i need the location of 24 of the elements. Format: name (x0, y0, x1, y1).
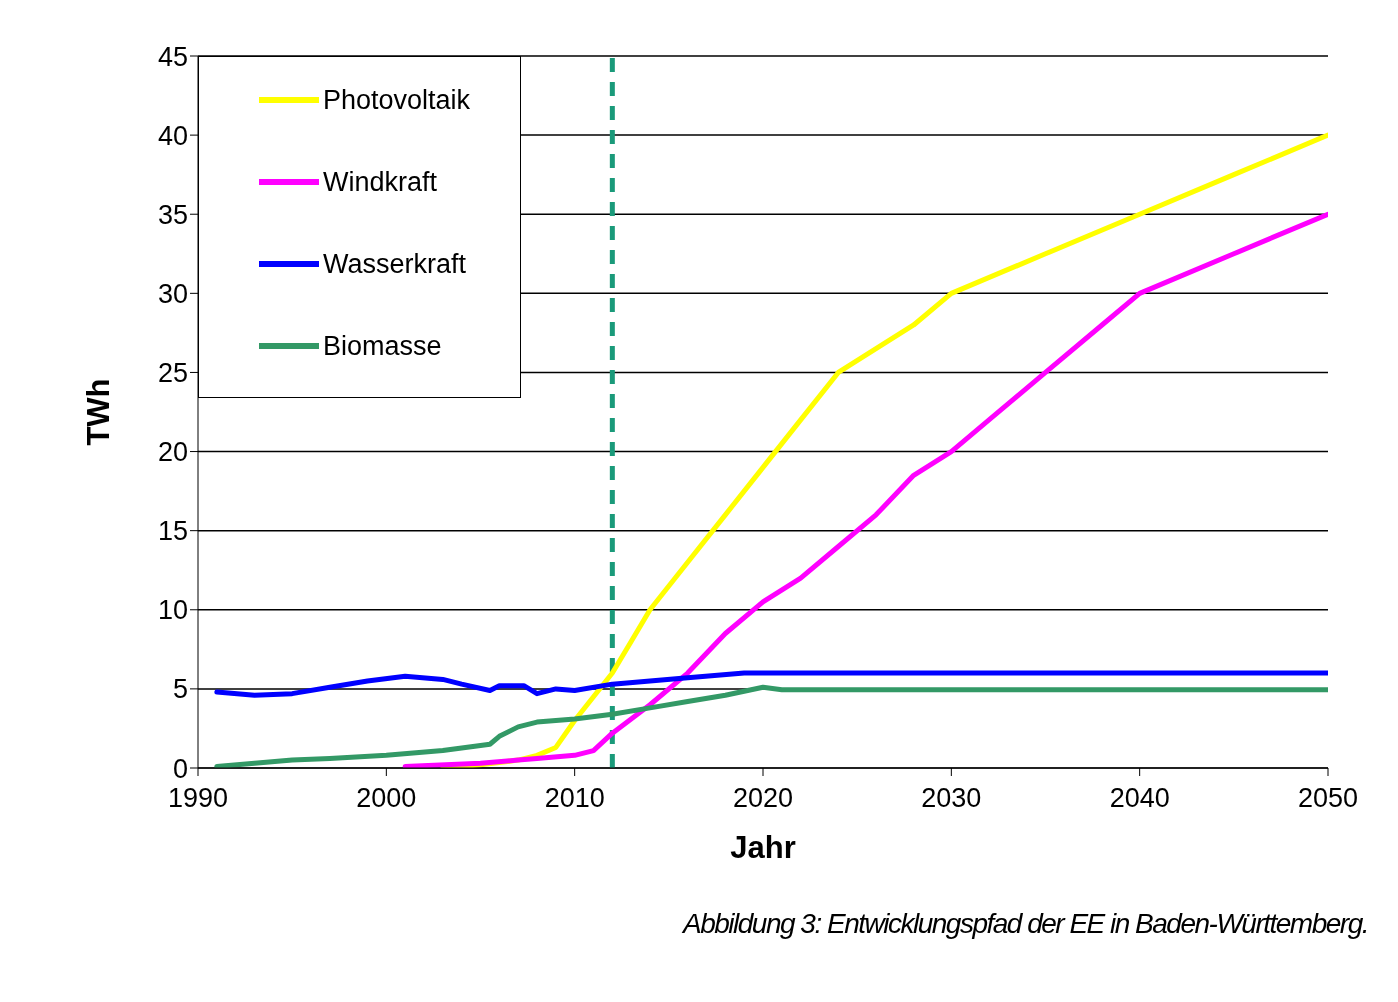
x-tick-label: 2050 (1297, 783, 1359, 814)
y-tick-label: 35 (157, 199, 188, 230)
x-tick-label: 2010 (544, 783, 605, 814)
y-tick-label: 0 (172, 753, 188, 784)
y-tick-label: 10 (157, 595, 188, 626)
x-tick-label: 2040 (1109, 783, 1170, 814)
x-tick-label: 1990 (167, 783, 229, 814)
y-axis-title: TWh (81, 378, 117, 446)
legend-label: Biomasse (323, 330, 442, 362)
y-tick-label: 30 (157, 278, 188, 309)
y-tick-label: 45 (157, 41, 188, 72)
y-tick-label: 5 (172, 674, 188, 705)
y-tick-label: 25 (157, 358, 188, 389)
y-tick-label: 15 (157, 516, 188, 547)
x-tick-label: 2000 (356, 783, 417, 814)
y-tick-label: 20 (157, 437, 188, 468)
legend-label: Windkraft (323, 166, 438, 198)
text: Abbildung 3: Entwicklungspfad der EE in Baden-Württemberg. (681, 908, 1369, 940)
legend-label: Wasserkraft (323, 248, 467, 280)
x-axis-title: Jahr (730, 830, 796, 865)
y-tick-label: 40 (157, 120, 188, 151)
legend-label: Photovoltaik (323, 84, 471, 116)
x-tick-label: 2020 (732, 783, 794, 814)
x-tick-label: 2030 (921, 783, 982, 814)
